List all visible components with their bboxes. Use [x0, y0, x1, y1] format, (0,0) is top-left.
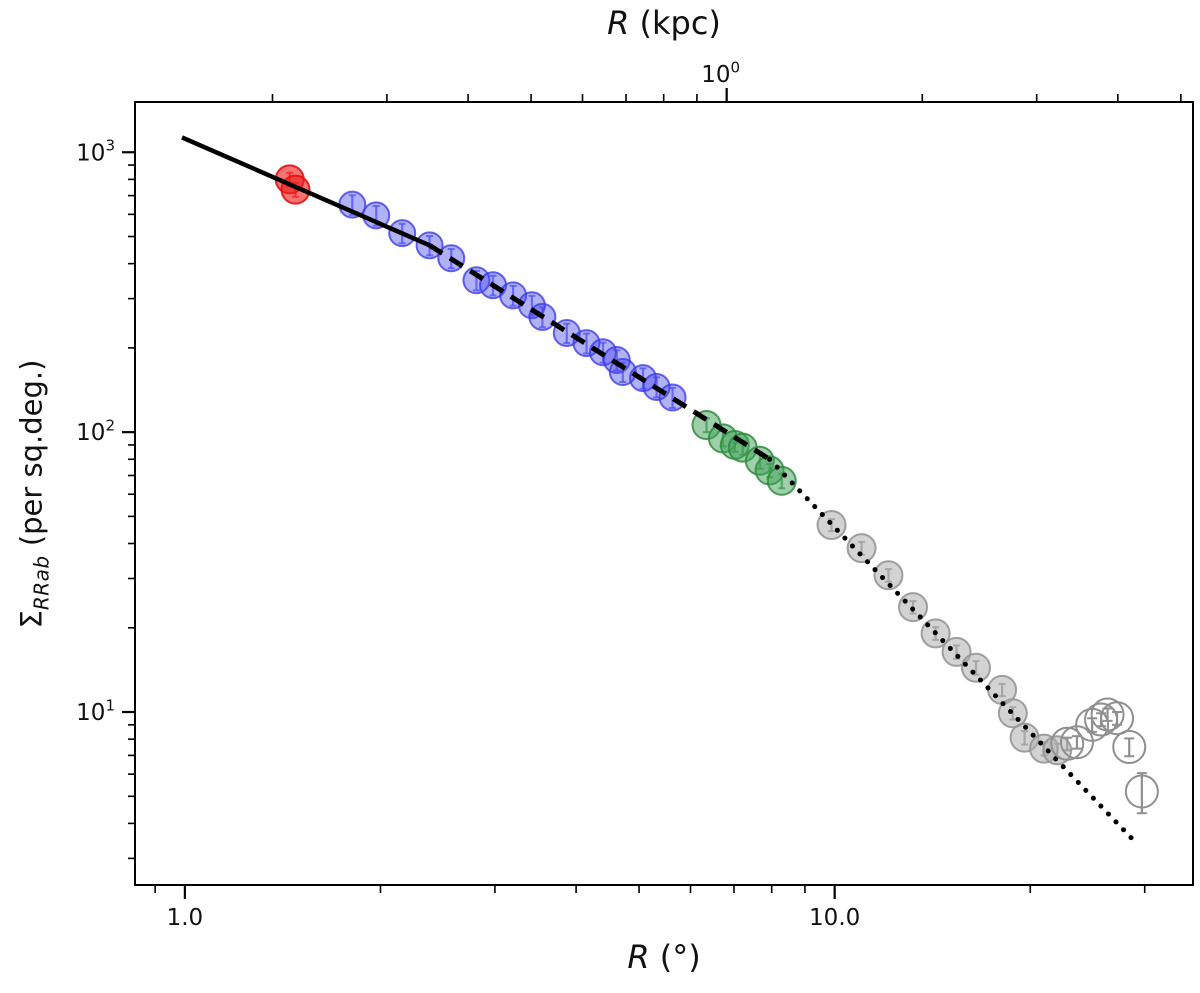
top-axis-title: R (kpc) [607, 4, 721, 42]
top-axis-variable: R [607, 4, 630, 42]
fit-segment-solid [181, 135, 431, 248]
y-axis-unit: (per sq.deg.) [14, 359, 49, 556]
y-axis-sigma: Σ [14, 610, 49, 629]
data-point-halo-gray-open [1084, 702, 1119, 737]
top-axis-unit: (kpc) [629, 4, 721, 42]
fit-segment-dotted [767, 456, 1141, 848]
data-points-open [1050, 697, 1159, 809]
data-point-halo-gray-open [1124, 774, 1159, 809]
x-top-tick-label: 100 [701, 58, 740, 88]
data-point-halo-gray-filled [846, 533, 877, 564]
data-point-halo-gray-filled [941, 636, 972, 667]
x-axis-bottom: 1.0 10.0 [154, 885, 1146, 931]
data-point-halo-gray-open [1112, 730, 1147, 765]
y-tick-label: 103 [76, 137, 115, 167]
fit-segment-dashed [428, 243, 771, 462]
x-tick-label: 1.0 [167, 905, 204, 931]
y-tick-label: 102 [76, 416, 115, 446]
y-axis-subscript: RRab [29, 555, 54, 611]
bottom-axis-variable: R [627, 938, 650, 976]
data-point-halo-gray-filled [873, 560, 904, 591]
x-axis-top: 100 [271, 58, 1182, 102]
data-point-halo-gray-filled [960, 652, 991, 683]
y-tick-label: 101 [76, 696, 115, 726]
bottom-axis-unit: (°) [649, 938, 701, 976]
fit-line [181, 135, 1141, 848]
data-point-outer-green [766, 465, 797, 496]
y-axis-title: ΣRRab (per sq.deg.) [15, 360, 54, 629]
data-point-halo-gray-filled [1042, 735, 1073, 766]
x-tick-label: 10.0 [809, 905, 860, 931]
data-point-halo-gray-open [1050, 726, 1085, 761]
plot-frame [134, 101, 1194, 886]
data-point-halo-gray-open [1100, 701, 1135, 736]
bottom-axis-title: R (°) [627, 938, 700, 976]
data-point-mid-blue [462, 266, 491, 295]
y-axis: 101 102 103 [76, 137, 135, 860]
